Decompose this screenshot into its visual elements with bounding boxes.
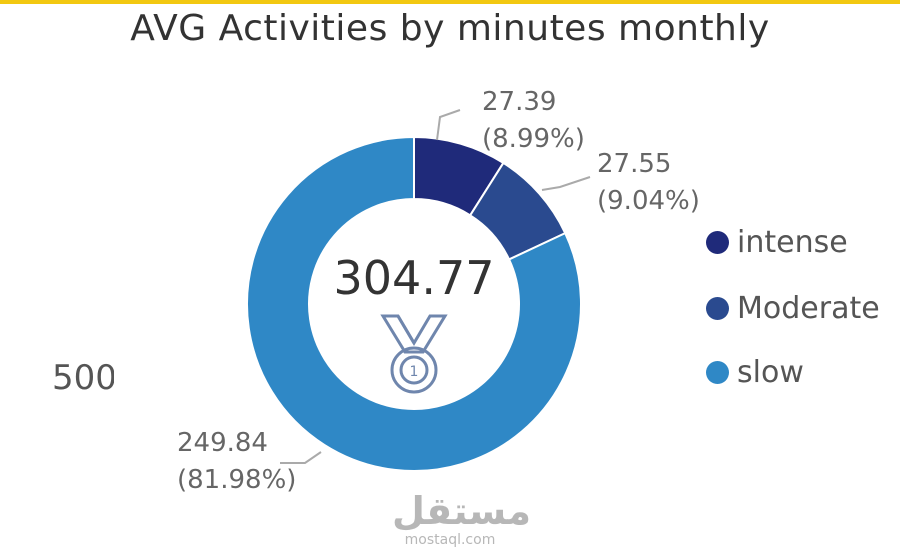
watermark-url: mostaql.com (404, 532, 496, 548)
legend-swatch (706, 296, 729, 320)
legend-label: slow (737, 354, 804, 390)
data-label-percent-intense: (8.99%) (482, 124, 585, 154)
legend-item-moderate[interactable]: Moderate (706, 290, 880, 326)
legend-item-slow[interactable]: slow (706, 354, 804, 390)
watermark-logo: مستقل mostaql.com (392, 489, 531, 548)
legend-item-intense[interactable]: intense (706, 224, 848, 260)
watermark-text: مستقل (392, 489, 531, 533)
data-label-value-moderate: 27.55 (597, 149, 671, 179)
legend-swatch (706, 230, 729, 254)
cropped-axis-label: 500 (52, 358, 114, 398)
data-label-percent-moderate: (9.04%) (597, 186, 700, 216)
data-label-percent-slow: (81.98%) (177, 465, 296, 495)
data-label-value-slow: 249.84 (177, 428, 268, 458)
legend-label: intense (737, 224, 848, 260)
leader-line-moderate (541, 176, 591, 191)
medal-icon (380, 314, 448, 394)
leader-line-intense (436, 109, 461, 141)
legend-label: Moderate (737, 290, 880, 326)
legend-swatch (706, 360, 729, 384)
slice-slow[interactable] (246, 135, 582, 472)
medal-icon-numeral: 1 (410, 364, 419, 380)
accent-strip (0, 0, 900, 4)
center-total-value: 304.77 (334, 251, 495, 305)
leader-line-slow (280, 451, 322, 464)
data-label-value-intense: 27.39 (482, 87, 556, 117)
chart-title: AVG Activities by minutes monthly (130, 8, 770, 49)
